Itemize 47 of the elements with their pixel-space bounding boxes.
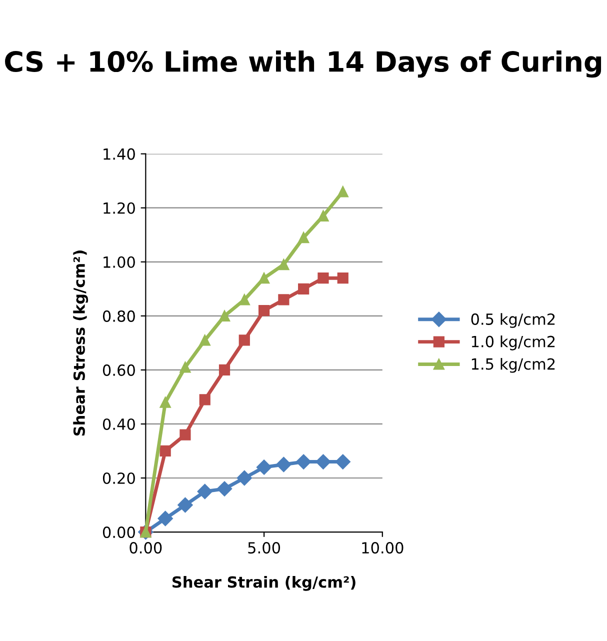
x-axis-title: Shear Strain (kg/cm²) <box>172 576 356 591</box>
y-tick-label: 1.20 <box>104 202 135 214</box>
point <box>218 364 230 376</box>
point <box>180 362 191 373</box>
y-axis-title: Shear Stress (kg/cm²) <box>73 250 88 436</box>
chart-title: CS + 10% Lime with 14 Days of Curing <box>5 50 602 78</box>
point <box>197 484 212 500</box>
legend-label: 1.5 kg/cm2 <box>472 358 555 373</box>
point <box>180 429 191 440</box>
point <box>276 456 292 472</box>
point <box>158 510 173 526</box>
y-tick-label: 0.60 <box>102 364 135 376</box>
x-tick-label: 5.00 <box>248 542 280 554</box>
y-tick-label: 1.00 <box>104 256 135 268</box>
y-tick-label: 0.80 <box>102 310 135 322</box>
point <box>318 210 329 222</box>
point <box>256 460 272 475</box>
point <box>298 283 310 294</box>
point <box>335 454 350 470</box>
point <box>298 232 310 244</box>
point <box>199 334 210 346</box>
point <box>296 454 312 470</box>
y-tick-label: 0.20 <box>102 472 135 484</box>
legend-label: 1.0 kg/cm2 <box>472 336 555 350</box>
point <box>258 272 270 284</box>
point <box>160 396 171 408</box>
y-tick-label: 1.40 <box>104 148 135 160</box>
point <box>258 304 270 316</box>
point <box>218 310 230 322</box>
point <box>278 259 290 270</box>
point <box>160 445 171 457</box>
point <box>236 470 252 486</box>
y-tick-label: 0.00 <box>102 526 135 538</box>
point <box>337 186 348 198</box>
point <box>337 272 348 284</box>
point <box>316 454 331 470</box>
point <box>278 294 290 306</box>
y-tick-label: 0.40 <box>102 418 135 430</box>
point <box>238 294 250 306</box>
point <box>199 394 210 406</box>
point <box>238 334 250 346</box>
point <box>318 272 329 284</box>
legend-label: 0.5 kg/cm2 <box>471 313 555 328</box>
point <box>178 497 193 513</box>
x-tick-label: 10.00 <box>362 542 404 554</box>
point <box>216 481 232 496</box>
x-tick-label: 0.00 <box>130 542 162 554</box>
